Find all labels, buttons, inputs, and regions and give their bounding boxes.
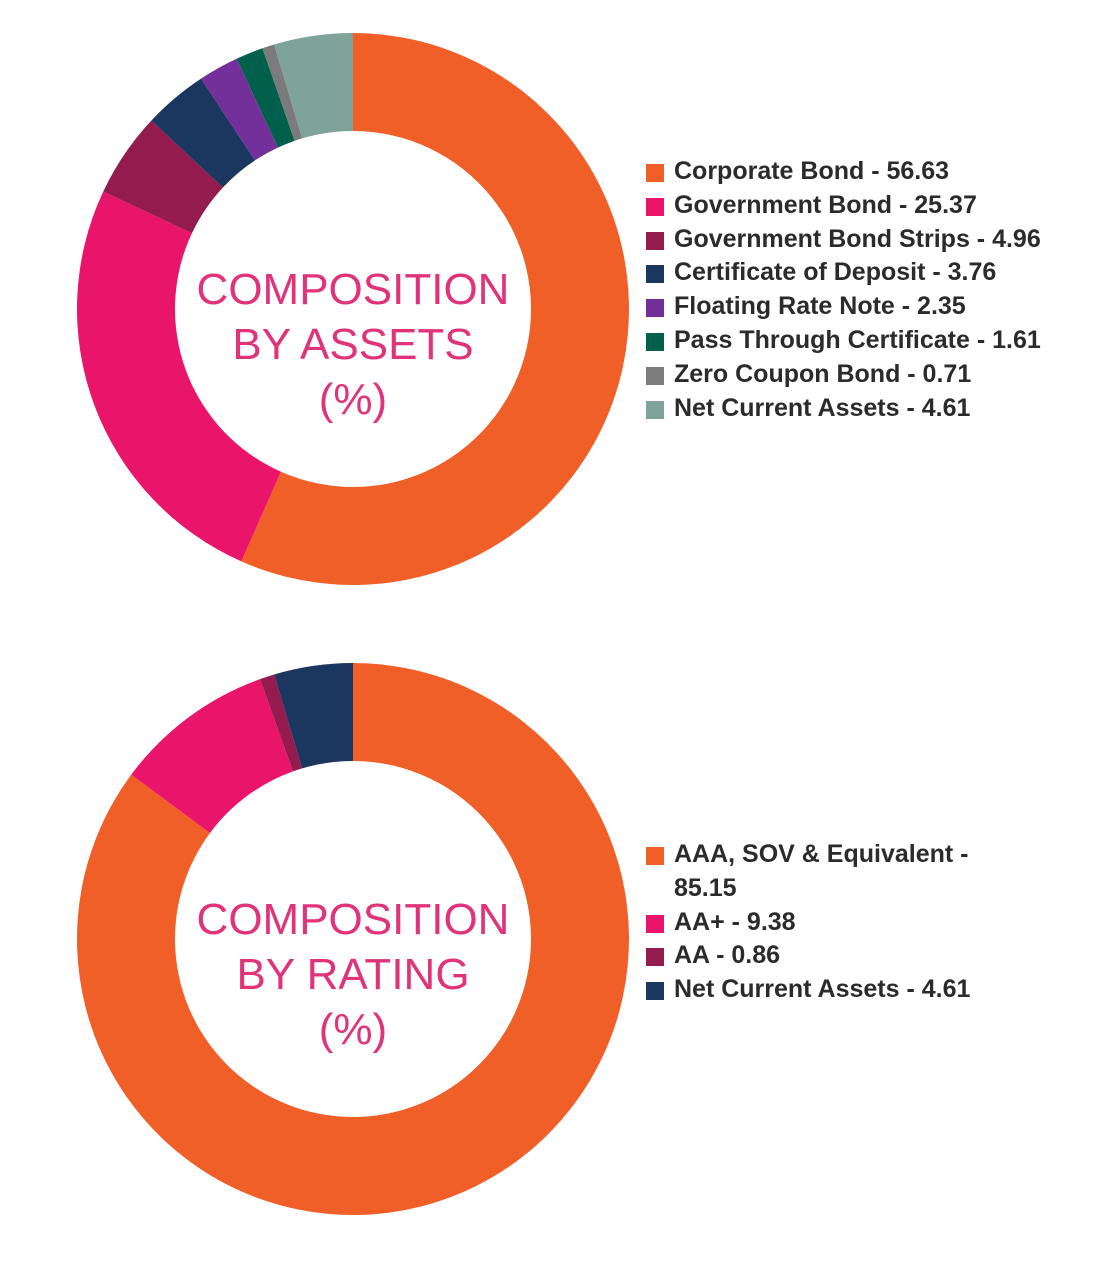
rating-legend-swatch xyxy=(646,982,664,1001)
rating-legend-item: AA - 0.86 xyxy=(646,939,1024,973)
assets-center-title: COMPOSITION BY ASSETS (%) xyxy=(177,262,529,427)
assets-legend-item: Pass Through Certificate - 1.61 xyxy=(646,324,1041,358)
rating-center-title: COMPOSITION BY RATING (%) xyxy=(177,892,529,1057)
assets-slice-zero-coupon-bond xyxy=(262,44,303,141)
assets-slice-certificate-of-deposit xyxy=(151,78,255,188)
assets-slice-pass-through-certificate xyxy=(236,48,295,148)
assets-legend-label: Government Bond Strips - 4.96 xyxy=(674,224,1041,253)
rating-title-line-1: COMPOSITION xyxy=(196,895,510,944)
assets-legend-item: Zero Coupon Bond - 0.71 xyxy=(646,358,1041,392)
rating-donut xyxy=(77,663,629,1215)
rating-legend-item: Net Current Assets - 4.61 xyxy=(646,973,1024,1007)
rating-title-line-2: BY RATING xyxy=(236,950,470,999)
rating-legend-swatch xyxy=(646,847,664,865)
assets-legend: Corporate Bond - 56.63 Government Bond - … xyxy=(646,155,1041,425)
rating-slice-aaa-sov-equivalent xyxy=(77,663,629,1215)
assets-legend-label: Net Current Assets - 4.61 xyxy=(674,393,971,422)
rating-legend-label: AAA, SOV & Equivalent - 85.15 xyxy=(674,840,969,902)
rating-legend-swatch xyxy=(646,914,664,933)
assets-legend-label: Government Bond - 25.37 xyxy=(674,190,977,219)
assets-legend-item: Certificate of Deposit - 3.76 xyxy=(646,256,1041,290)
assets-legend-label: Corporate Bond - 56.63 xyxy=(674,157,950,185)
assets-legend-item: Government Bond - 25.37 xyxy=(646,189,1041,223)
rating-legend-swatch xyxy=(646,948,664,967)
assets-legend-label: Floating Rate Note - 2.35 xyxy=(674,292,966,321)
assets-slice-floating-rate-note xyxy=(201,58,278,161)
rating-legend: AAA, SOV & Equivalent - 85.15 AA+ - 9.38 A… xyxy=(646,838,1024,1007)
rating-title-line-3: (%) xyxy=(318,1005,388,1054)
rating-slice-aa xyxy=(131,679,294,834)
assets-title-line-1: COMPOSITION xyxy=(196,265,510,314)
rating-legend-label: Net Current Assets - 4.61 xyxy=(674,975,971,1004)
assets-legend-swatch xyxy=(646,299,664,318)
rating-legend-item: AAA, SOV & Equivalent - 85.15 xyxy=(646,838,1024,906)
rating-chart: COMPOSITION BY RATING (%) AAA, SOV & Equ… xyxy=(0,630,1118,1260)
assets-legend-item: Floating Rate Note - 2.35 xyxy=(646,290,1041,324)
assets-legend-swatch xyxy=(646,231,664,250)
assets-slice-net-current-assets xyxy=(274,33,353,139)
assets-title-line-2: BY ASSETS xyxy=(232,320,474,369)
assets-legend-swatch xyxy=(646,332,664,351)
assets-legend-label: Certificate of Deposit - 3.76 xyxy=(674,258,997,287)
assets-donut xyxy=(77,33,629,585)
assets-legend-label: Zero Coupon Bond - 0.71 xyxy=(674,359,972,388)
rating-slice-net-current-assets xyxy=(274,663,353,769)
assets-chart: COMPOSITION BY ASSETS (%) Corporate Bond… xyxy=(0,0,1118,620)
assets-legend-swatch xyxy=(646,366,664,385)
assets-slice-corporate-bond xyxy=(241,33,629,585)
assets-legend-swatch xyxy=(646,265,664,284)
assets-legend-label: Pass Through Certificate - 1.61 xyxy=(674,325,1041,354)
assets-legend-item: Net Current Assets - 4.61 xyxy=(646,392,1041,426)
assets-legend-swatch xyxy=(646,164,664,182)
rating-legend-label: AA+ - 9.38 xyxy=(674,907,796,936)
rating-legend-label: AA - 0.86 xyxy=(674,941,781,970)
assets-title-line-3: (%) xyxy=(318,375,388,424)
assets-legend-swatch xyxy=(646,400,664,419)
rating-legend-item: AA+ - 9.38 xyxy=(646,906,1024,940)
rating-slice-aa xyxy=(259,674,303,772)
assets-legend-swatch xyxy=(646,197,664,216)
assets-legend-item: Corporate Bond - 56.63 xyxy=(646,155,1041,189)
assets-legend-item: Government Bond Strips - 4.96 xyxy=(646,223,1041,257)
assets-slice-government-bond xyxy=(77,191,281,562)
assets-slice-government-bond-strips xyxy=(103,120,223,234)
